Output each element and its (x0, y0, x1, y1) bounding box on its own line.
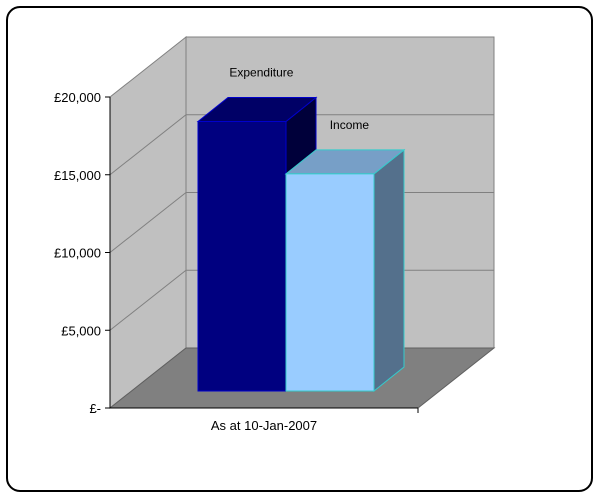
bar-side (373, 148, 405, 393)
chart-axes (105, 96, 419, 413)
gridline-side (109, 114, 187, 176)
bar-front (197, 121, 287, 392)
chart-bars (196, 96, 406, 393)
gridline-side (109, 192, 187, 253)
y-axis-tick-labels: £- £5,000 £10,000 £15,000 £20,000 (54, 90, 101, 416)
y-axis-tick-label: £5,000 (61, 323, 101, 338)
bar-front (285, 173, 375, 392)
x-axis-category-label: As at 10-Jan-2007 (211, 418, 317, 433)
gridline-side (109, 269, 187, 331)
chart-data-labels: Expenditure Income (229, 66, 369, 132)
data-label-income: Income (330, 118, 370, 132)
bar-income (284, 148, 406, 393)
y-axis-tick-label: £20,000 (54, 90, 101, 105)
data-label-expenditure: Expenditure (229, 66, 293, 80)
y-axis-tick-label: £10,000 (54, 246, 101, 261)
y-axis-tick-label: £15,000 (54, 168, 101, 183)
x-axis-category-labels: As at 10-Jan-2007 (211, 418, 317, 433)
y-axis-tick-label: £- (89, 401, 101, 416)
